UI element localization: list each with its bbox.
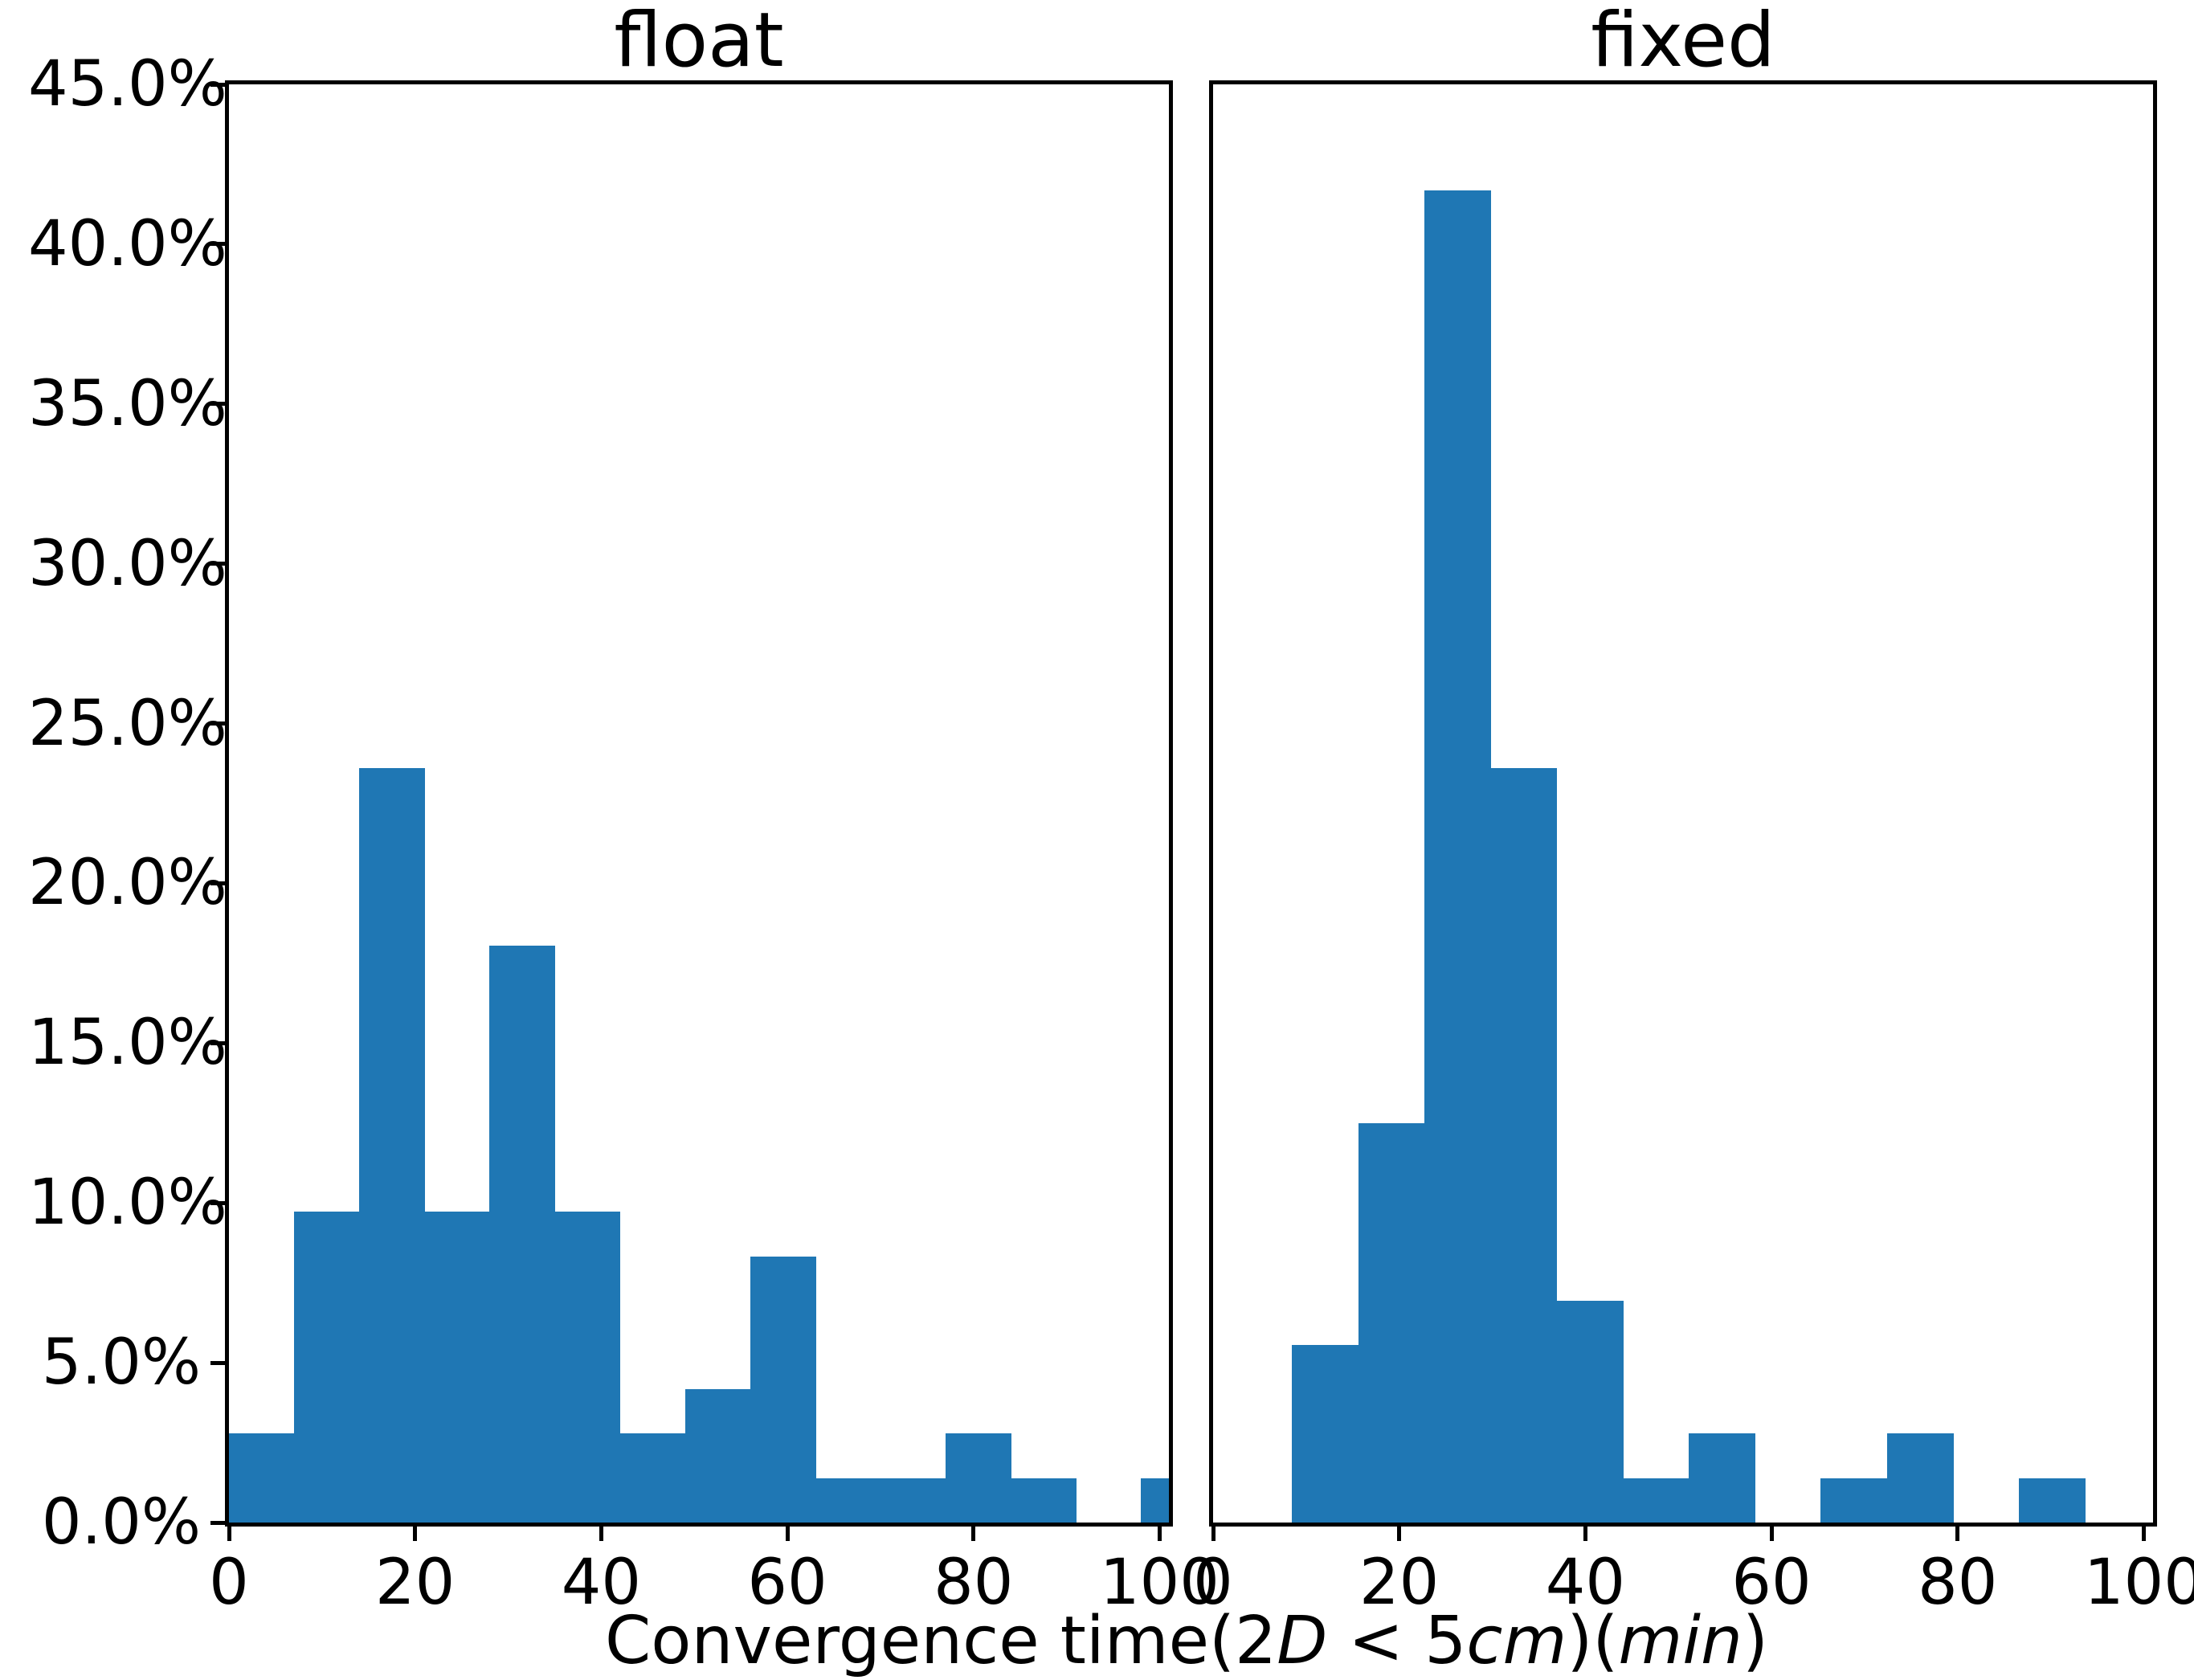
histogram-bar — [1556, 1300, 1624, 1523]
histogram-bar — [1820, 1478, 1888, 1523]
histogram-bar — [1886, 1433, 1954, 1523]
y-axis-tick — [210, 562, 225, 566]
x-axis-tick — [1955, 1527, 1960, 1541]
y-axis-tick-label: 45.0% — [28, 48, 227, 121]
y-axis-tick — [210, 402, 225, 407]
x-axis-tick-label: 40 — [1545, 1547, 1625, 1619]
y-axis-tick — [210, 1040, 225, 1045]
histogram-bar — [1358, 1122, 1425, 1523]
y-axis-tick — [210, 242, 225, 247]
subplot-fixed: fixed 0 20 40 60 80 100 — [1193, 2, 2194, 1615]
x-axis-tick — [971, 1527, 976, 1541]
x-axis-tick-label: 40 — [561, 1547, 641, 1619]
histogram-bar — [424, 1212, 491, 1523]
subplot-fixed-plot-area — [1213, 84, 2153, 1523]
x-axis-tick-label: 20 — [375, 1547, 456, 1619]
subplot-fixed-title: fixed — [1591, 0, 1775, 84]
y-axis-tick-label: 15.0% — [28, 1007, 227, 1080]
histogram-bar — [815, 1478, 881, 1523]
histogram-bar — [619, 1433, 686, 1523]
x-axis-tick-label: 20 — [1359, 1547, 1440, 1619]
y-axis-tick-label: 25.0% — [28, 687, 227, 760]
histogram-bar — [2019, 1478, 2086, 1523]
x-axis-tick — [599, 1527, 603, 1541]
x-axis-tick-label: 0 — [1193, 1547, 1233, 1619]
x-axis-tick-label: 60 — [1731, 1547, 1812, 1619]
y-axis-tick-label: 40.0% — [28, 207, 227, 280]
x-axis-tick-label: 80 — [934, 1547, 1014, 1619]
y-axis-tick — [210, 1360, 225, 1365]
x-axis-label: Convergence time(2D < 5cm)(min) — [464, 1605, 1910, 1678]
histogram-bar — [554, 1212, 621, 1523]
x-axis-tick — [1583, 1527, 1587, 1541]
histogram-bar — [880, 1478, 946, 1523]
histogram-bar — [489, 945, 556, 1523]
histogram-bar — [684, 1389, 751, 1523]
histogram-bar — [229, 1433, 295, 1523]
histogram-bar — [1292, 1344, 1359, 1523]
x-axis-tick-label: 0 — [209, 1547, 249, 1619]
subplot-float-title: float — [614, 0, 784, 84]
x-axis-label-segment: ) — [1742, 1603, 1768, 1679]
histogram-bar — [359, 767, 426, 1523]
x-axis-label-segment: )( — [1567, 1603, 1619, 1679]
x-axis-tick — [413, 1527, 418, 1541]
y-axis-tick-label: 35.0% — [28, 367, 227, 440]
histogram-bar — [1688, 1433, 1755, 1523]
x-axis-tick-label: 60 — [747, 1547, 827, 1619]
x-axis-label-segment: D — [1277, 1603, 1328, 1679]
y-axis-tick-label: 10.0% — [28, 1167, 227, 1240]
histogram-bar — [1424, 190, 1491, 1523]
x-axis-tick — [785, 1527, 790, 1541]
x-axis-tick-label: 100 — [1099, 1547, 1220, 1619]
x-axis-tick-label: 100 — [2083, 1547, 2194, 1619]
x-axis-label-segment: 2 — [1235, 1603, 1277, 1679]
subplot-float-plot-area — [229, 84, 1169, 1523]
histogram-bar — [1622, 1478, 1689, 1523]
histogram-bar — [1141, 1478, 1169, 1523]
x-axis-label-segment: min — [1618, 1603, 1743, 1679]
x-axis-label-segment: 5 — [1424, 1603, 1467, 1679]
x-axis-tick — [1769, 1527, 1774, 1541]
histogram-bar — [750, 1256, 816, 1523]
histogram-bar — [1011, 1478, 1077, 1523]
y-axis-tick — [210, 1520, 225, 1525]
x-axis-label-segment: < — [1327, 1603, 1425, 1679]
x-axis-label-segment: cm — [1466, 1603, 1567, 1679]
y-axis-tick — [210, 881, 225, 885]
histogram-bar — [294, 1212, 360, 1523]
y-axis-tick-label: 0.0% — [41, 1486, 201, 1559]
y-axis-tick-label: 30.0% — [28, 527, 227, 600]
x-axis-label-segment: Convergence time( — [605, 1603, 1236, 1679]
y-axis-tick — [210, 82, 225, 87]
y-axis-tick-label: 20.0% — [28, 847, 227, 920]
histogram-bar — [1490, 767, 1558, 1523]
x-axis-tick — [1157, 1527, 1162, 1541]
x-axis-tick — [2141, 1527, 2146, 1541]
subplot-float: float 0 20 40 60 80 100 0.0% 5.0% 10.0% 15.0% 20.0… — [28, 2, 1220, 1615]
x-axis-tick — [1397, 1527, 1402, 1541]
y-axis-tick — [210, 721, 225, 726]
x-axis-tick-label: 80 — [1918, 1547, 1998, 1619]
y-axis-tick — [210, 1200, 225, 1205]
y-axis-tick-label: 5.0% — [41, 1326, 201, 1400]
x-axis-tick — [227, 1527, 231, 1541]
x-axis-tick — [1211, 1527, 1215, 1541]
histogram-bar — [945, 1433, 1011, 1523]
